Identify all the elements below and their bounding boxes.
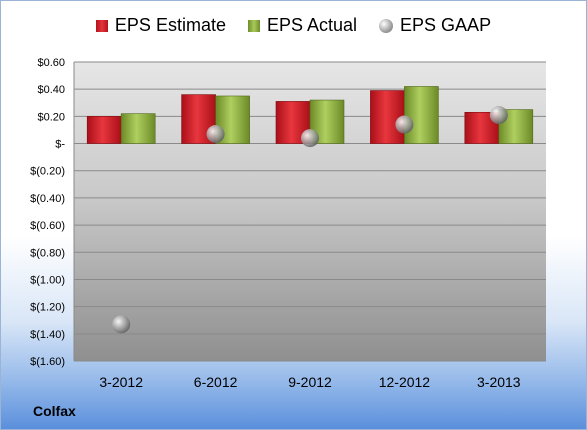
x-tick-label: 3-2013 bbox=[477, 374, 521, 390]
y-tick-label: $(0.80) bbox=[30, 247, 65, 259]
y-tick-label: $(1.40) bbox=[30, 329, 65, 341]
y-tick-label: $(1.20) bbox=[30, 302, 65, 314]
y-tick-label: $- bbox=[55, 139, 65, 151]
bar-eps-estimate bbox=[370, 90, 405, 144]
y-tick-label: $(0.20) bbox=[30, 166, 65, 178]
bar-eps-actual bbox=[404, 86, 439, 144]
bar-eps-estimate bbox=[86, 116, 122, 144]
legend-swatch-eps-actual bbox=[247, 19, 260, 32]
legend-item-eps-actual: EPS Actual bbox=[247, 15, 358, 36]
marker-eps-gaap bbox=[206, 125, 225, 144]
legend-item-eps-estimate: EPS Estimate bbox=[95, 15, 226, 36]
y-tick-label: $(0.40) bbox=[30, 193, 65, 205]
chart-legend: EPS Estimate EPS Actual EPS GAAP bbox=[1, 15, 586, 36]
legend-item-eps-gaap: EPS GAAP bbox=[379, 15, 491, 36]
marker-eps-gaap bbox=[112, 315, 131, 334]
marker-eps-gaap bbox=[489, 106, 508, 125]
x-tick-label: 12-2012 bbox=[379, 374, 431, 390]
legend-label-eps-gaap: EPS GAAP bbox=[400, 15, 492, 35]
marker-eps-gaap bbox=[395, 115, 414, 134]
y-tick-label: $0.60 bbox=[37, 57, 65, 69]
legend-swatch-eps-estimate bbox=[95, 19, 108, 32]
y-tick-label: $0.40 bbox=[37, 84, 65, 96]
x-tick-label: 9-2012 bbox=[288, 374, 332, 390]
legend-swatch-eps-gaap bbox=[379, 18, 394, 33]
x-tick-label: 3-2012 bbox=[99, 374, 143, 390]
legend-label-eps-estimate: EPS Estimate bbox=[114, 15, 226, 35]
x-tick-label: 6-2012 bbox=[194, 374, 238, 390]
company-name: Colfax bbox=[33, 403, 76, 419]
y-tick-label: $(0.60) bbox=[30, 220, 65, 232]
bar-eps-actual bbox=[120, 113, 156, 144]
y-tick-label: $(1.60) bbox=[30, 356, 65, 368]
y-tick-label: $0.20 bbox=[37, 111, 65, 123]
marker-eps-gaap bbox=[301, 129, 319, 148]
y-tick-label: $(1.00) bbox=[30, 274, 65, 286]
legend-label-eps-actual: EPS Actual bbox=[266, 15, 358, 35]
